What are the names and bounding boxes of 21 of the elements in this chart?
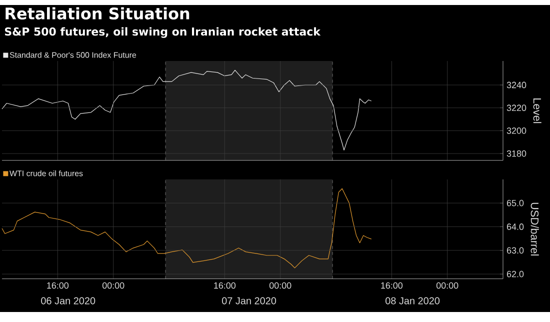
x-tick-label: 00:00 <box>269 282 292 289</box>
y-axis-title: USD/barrel <box>530 202 539 256</box>
y-tick-label: 62.0 <box>506 270 524 278</box>
x-tick-label: 00:00 <box>102 282 124 289</box>
y-tick-label: 3220 <box>506 104 526 112</box>
y-tick-label: 64.0 <box>506 224 524 230</box>
x-tick-label: 16:00 <box>381 282 403 289</box>
x2-tick-label: 06 Jan 2020 <box>41 297 96 304</box>
x-tick-label: 16:00 <box>47 282 69 289</box>
chart-subtitle: S&P 500 futures, oil swing on Iranian rocket attack <box>4 27 321 38</box>
x-tick-label: 16:00 <box>214 282 236 289</box>
y-tick-label: 65.0 <box>506 200 524 206</box>
x2-tick-label: 07 Jan 2020 <box>222 297 276 304</box>
x-tick-label: 00:00 <box>436 282 458 289</box>
x2-tick-label: 08 Jan 2020 <box>386 297 440 304</box>
chart-title: Retaliation Situation <box>6 7 190 20</box>
y-tick-label: 3240 <box>506 82 526 88</box>
y-axis-title: Level <box>533 98 542 124</box>
y-tick-label: 3200 <box>506 128 526 134</box>
y-tick-label: 3180 <box>506 150 526 157</box>
y-tick-label: 63.0 <box>506 247 524 254</box>
